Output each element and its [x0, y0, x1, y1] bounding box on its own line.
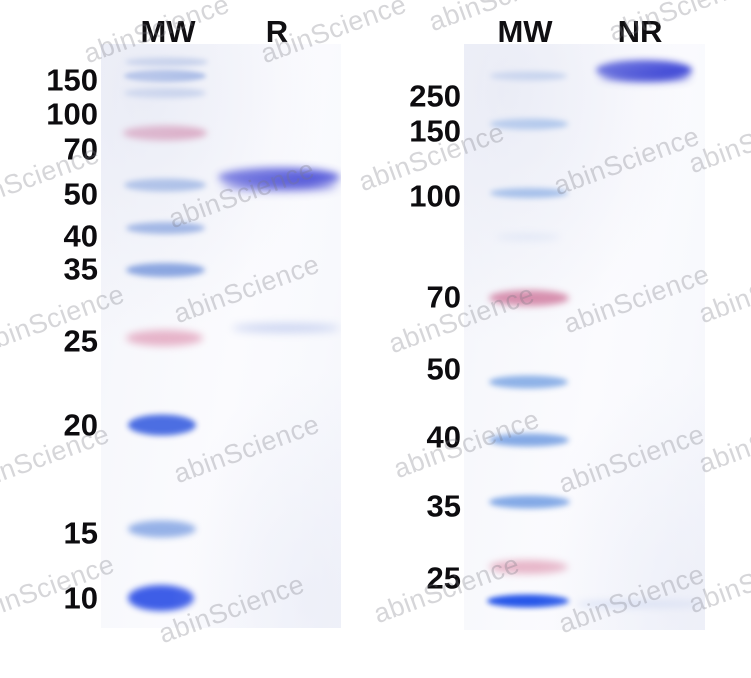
ladder-band [128, 585, 194, 611]
mw-marker-label: 10 [63, 580, 98, 616]
lane-label-mw: MW [140, 14, 196, 49]
sample-band [232, 323, 340, 333]
mw-marker-label: 250 [409, 78, 461, 114]
ladder-band [124, 70, 206, 82]
ladder-band [126, 222, 205, 234]
mw-marker-label: 100 [46, 96, 98, 132]
ladder-band [126, 330, 203, 346]
sample-band [600, 70, 690, 82]
ladder-band [489, 560, 568, 574]
mw-marker-label: 70 [426, 279, 461, 315]
gel-panel-non-reduced [464, 44, 705, 630]
ladder-band [128, 520, 196, 538]
mw-marker-label: 40 [426, 419, 461, 455]
ladder-band [496, 233, 560, 241]
ladder-band [489, 290, 569, 306]
ladder-band [123, 125, 207, 141]
mw-marker-label: 150 [409, 113, 461, 149]
gel-panel-reduced [101, 44, 341, 628]
mw-marker-label: 20 [63, 407, 98, 443]
ladder-band [489, 495, 570, 509]
sample-band [222, 179, 337, 191]
lane-label-r: R [265, 14, 289, 49]
ladder-band [490, 71, 567, 81]
lane-label-mw: MW [497, 14, 553, 49]
mw-marker-label: 40 [63, 218, 98, 254]
mw-marker-label: 25 [63, 323, 98, 359]
ladder-band [125, 57, 208, 67]
ladder-band [487, 594, 569, 608]
ladder-band [124, 178, 206, 192]
mw-marker-label: 50 [63, 176, 98, 212]
mw-marker-label: 15 [63, 515, 98, 551]
sample-band [576, 600, 704, 608]
mw-marker-label: 70 [63, 131, 98, 167]
ladder-band [489, 375, 568, 389]
ladder-band [128, 414, 196, 436]
mw-marker-label: 50 [426, 351, 461, 387]
mw-marker-label: 35 [426, 488, 461, 524]
ladder-band [490, 118, 568, 130]
mw-marker-label: 100 [409, 178, 461, 214]
mw-marker-label: 35 [63, 251, 98, 287]
mw-marker-label: 25 [426, 560, 461, 596]
ladder-band [124, 88, 206, 98]
mw-marker-label: 150 [46, 62, 98, 98]
lane-label-nr: NR [617, 14, 663, 49]
sample-band [596, 60, 692, 80]
ladder-band [126, 263, 205, 277]
sample-band [218, 167, 340, 187]
ladder-band [490, 188, 568, 198]
ladder-band [489, 433, 569, 447]
